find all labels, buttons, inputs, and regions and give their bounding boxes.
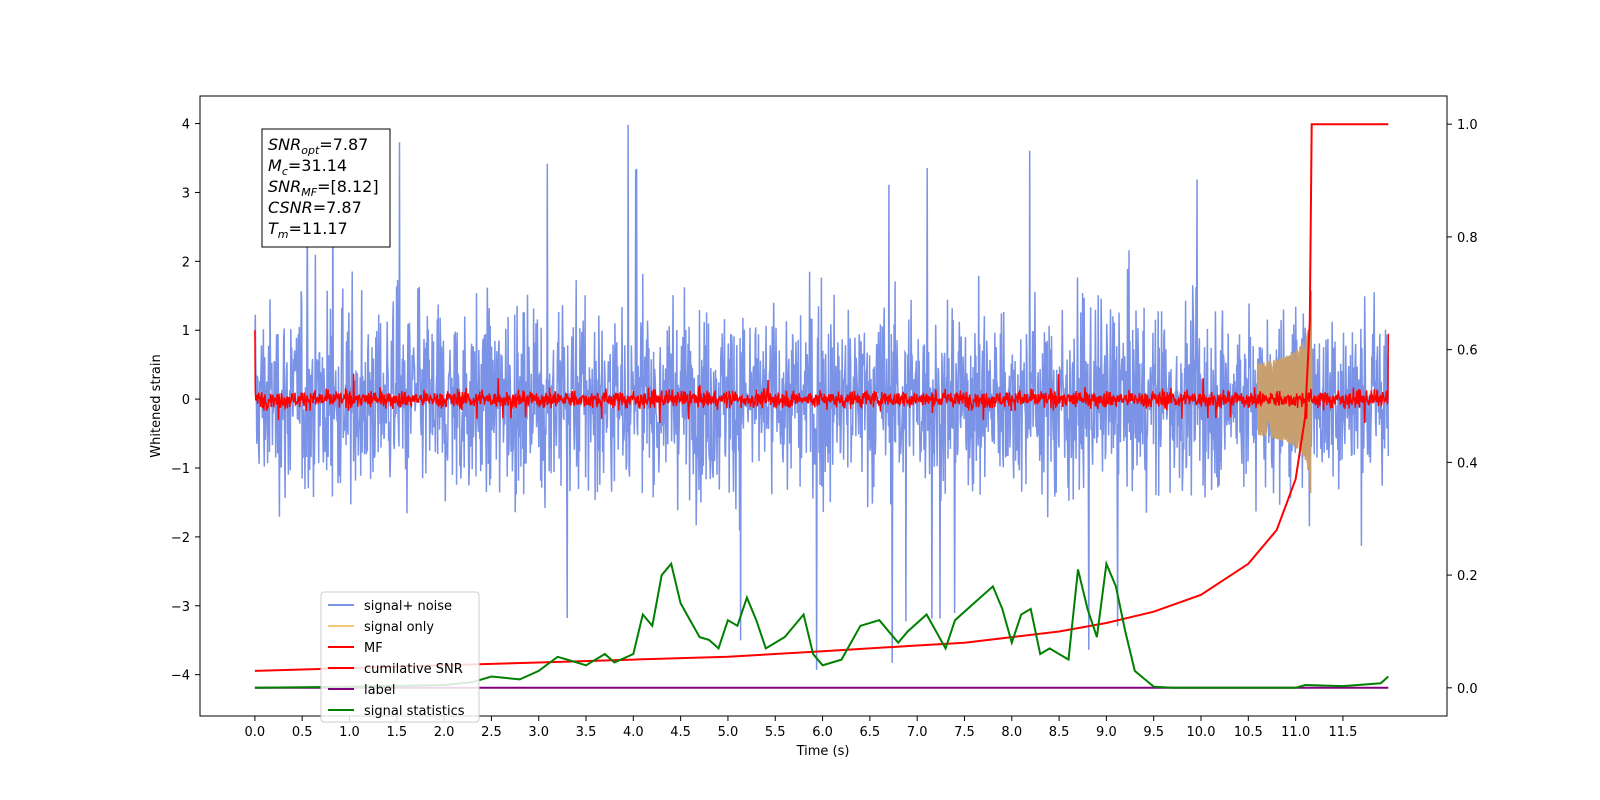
- annotation-value: =31.14: [288, 156, 347, 175]
- annotation-box: SNRopt=7.87Mc=31.14SNRMF=[8.12]CSNR=7.87…: [261, 128, 391, 248]
- annotation-symbol: SNR: [268, 177, 301, 196]
- x-tick-label: 3.5: [576, 725, 597, 740]
- x-tick-label: 3.0: [528, 725, 549, 740]
- y-tick-label: −4: [171, 669, 190, 684]
- x-tick-label: 10.0: [1187, 725, 1216, 740]
- x-tick-label: 7.5: [954, 725, 975, 740]
- x-tick-label: 8.0: [1001, 725, 1022, 740]
- series-signal-only-line: [1257, 290, 1317, 494]
- legend-label: MF: [364, 641, 383, 656]
- x-tick-label: 0.5: [292, 725, 313, 740]
- x-tick-label: 0.0: [245, 725, 266, 740]
- y-tick-label: −2: [171, 531, 190, 546]
- annotation-symbol: CSNR: [268, 198, 313, 217]
- x-tick-label: 5.5: [765, 725, 786, 740]
- y-tick-label: 3: [182, 186, 190, 201]
- y-tick-label: 4: [182, 118, 190, 133]
- y2-tick-label: 1.0: [1457, 118, 1478, 133]
- annotation-line: Mc=31.14: [268, 156, 347, 178]
- x-tick-label: 4.5: [670, 725, 691, 740]
- y2-tick-label: 0.4: [1457, 456, 1478, 471]
- y-tick-label: 1: [182, 324, 190, 339]
- y-tick-label: 0: [182, 393, 190, 408]
- annotation-frame: [261, 128, 391, 248]
- x-tick-label: 1.5: [386, 725, 407, 740]
- x-tick-label: 2.0: [434, 725, 455, 740]
- x-tick-label: 4.0: [623, 725, 644, 740]
- legend-label: signal+ noise: [364, 599, 452, 614]
- annotation-value: =11.17: [289, 219, 348, 238]
- annotation-value: =7.87: [319, 135, 368, 154]
- annotation-subscript: c: [282, 165, 288, 178]
- x-tick-label: 6.5: [860, 725, 881, 740]
- legend-label: signal only: [364, 620, 434, 635]
- annotation-line: Tm=11.17: [268, 219, 348, 241]
- y-axis-label: Whitened strain: [149, 354, 164, 457]
- x-axis-label: Time (s): [796, 744, 850, 759]
- legend: signal+ noise signal only MF cumilative SNR…: [320, 591, 480, 723]
- annotation-line: SNRMF=[8.12]: [268, 177, 379, 199]
- series-signal-statistics-line: [254, 559, 1389, 689]
- y2-tick-label: 0.2: [1457, 569, 1478, 584]
- annotation-line: CSNR=7.87: [268, 198, 362, 217]
- annotation-value: =7.87: [313, 198, 362, 217]
- annotation-line: SNRopt=7.87: [268, 135, 368, 157]
- y-tick-label: −1: [171, 462, 190, 477]
- x-tick-label: 11.0: [1281, 725, 1310, 740]
- y2-tick-label: 0.6: [1457, 344, 1478, 359]
- x-tick-label: 8.5: [1049, 725, 1070, 740]
- x-tick-label: 2.5: [481, 725, 502, 740]
- x-axis: 0.0 0.5 1.0 1.5 2.0 2.5 3.0 3.5 4.0 4.5 5.0 5.5 6.0 6…: [245, 716, 1357, 740]
- annotation-symbol: T: [268, 219, 279, 238]
- series-cumulative-snr-line: [254, 123, 1389, 672]
- legend-label: cumilative SNR: [364, 662, 463, 677]
- y-axis-left: 4 3 2 1 0 −1 −2 −3 −4: [171, 118, 200, 684]
- y-axis-right: 1.0 0.8 0.6 0.4 0.2 0.0: [1447, 118, 1478, 697]
- annotation-subscript: MF: [301, 186, 317, 199]
- x-tick-label: 1.0: [339, 725, 360, 740]
- axes-frame: [199, 95, 1448, 717]
- y-tick-label: 2: [182, 255, 190, 270]
- series-mf-line: [254, 330, 1390, 424]
- annotation-value: =[8.12]: [317, 177, 379, 196]
- y2-tick-label: 0.8: [1457, 231, 1478, 246]
- y2-tick-label: 0.0: [1457, 682, 1478, 697]
- x-tick-label: 10.5: [1234, 725, 1263, 740]
- annotation-symbol: M: [268, 156, 282, 175]
- legend-label: signal statistics: [364, 704, 465, 719]
- annotation-subscript: opt: [301, 144, 320, 157]
- x-tick-label: 7.0: [907, 725, 928, 740]
- x-tick-label: 9.5: [1143, 725, 1164, 740]
- x-tick-label: 11.5: [1328, 725, 1357, 740]
- x-tick-label: 9.0: [1096, 725, 1117, 740]
- y-tick-label: −3: [171, 600, 190, 615]
- series-signal-noise-line: [254, 124, 1390, 670]
- legend-frame: [320, 591, 480, 723]
- legend-label: label: [364, 683, 395, 698]
- x-tick-label: 6.0: [812, 725, 833, 740]
- annotation-subscript: m: [278, 228, 289, 241]
- annotation-symbol: SNR: [268, 135, 301, 154]
- x-tick-label: 5.0: [718, 725, 739, 740]
